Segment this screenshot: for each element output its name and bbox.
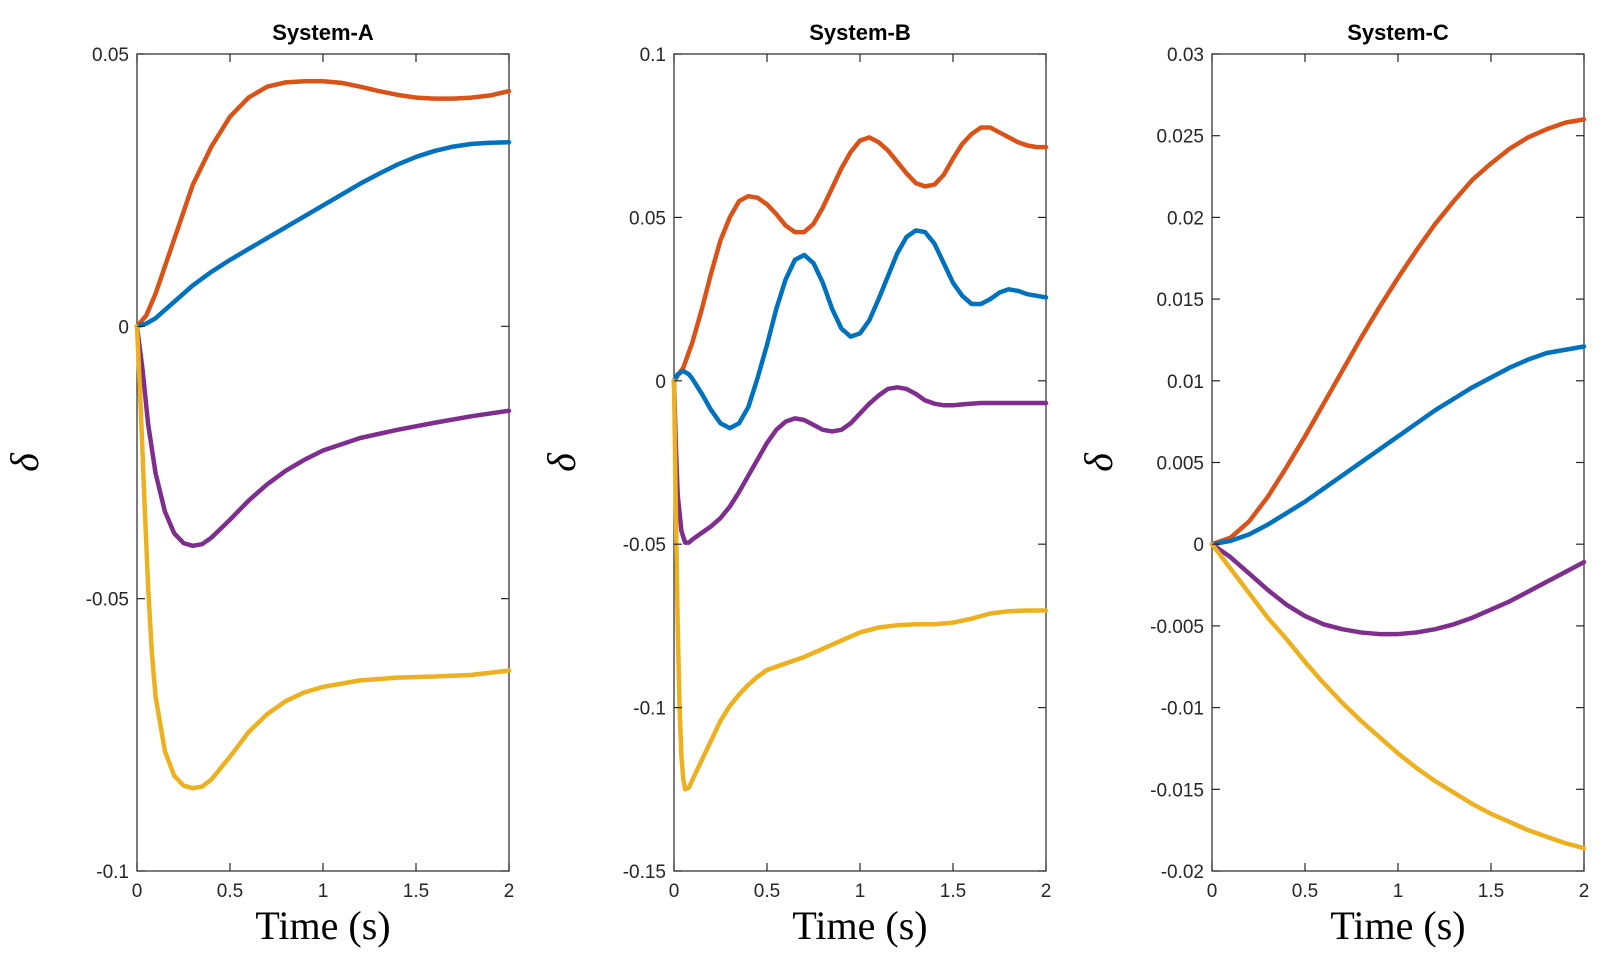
x-tick-label: 2 [1041, 881, 1052, 902]
x-tick-label: 0 [132, 881, 143, 902]
y-tick-label: 0.1 [640, 45, 666, 66]
y-tick-label: 0.015 [1156, 290, 1204, 311]
panel-title: System-C [1347, 20, 1449, 45]
y-tick-label: 0.01 [1167, 372, 1204, 393]
y-axis-label: δ [1076, 452, 1121, 472]
y-tick-label: -0.015 [1150, 780, 1204, 801]
y-tick-label: -0.1 [633, 699, 666, 720]
panel-title: System-A [272, 20, 374, 45]
series-line-yellow [134, 324, 512, 791]
x-tick-label: 0.5 [217, 881, 243, 902]
y-tick-label: 0.05 [629, 208, 666, 229]
x-axis-label: Time (s) [792, 903, 927, 948]
y-tick-label: 0.025 [1156, 127, 1204, 148]
panel-system-b: 0 0.5 1 1.5 2 -0.15 -0.1 -0.05 0 0.05 0.1 System-B T… [539, 20, 1051, 948]
series-line-purple [134, 324, 512, 549]
panel-system-c: 0 0.5 1 1.5 2 -0.02 -0.015 -0.01 -0.005 0 0.005 0.0… [1076, 20, 1589, 948]
x-tick-label: 1.5 [1478, 881, 1504, 902]
x-tick-label: 1.5 [940, 881, 966, 902]
y-axis-label: δ [2, 452, 47, 472]
y-tick-label: 0 [118, 317, 129, 338]
series-line-purple [1209, 541, 1587, 637]
series-line-orange [671, 125, 1049, 384]
x-tick-label: 1 [318, 881, 329, 902]
x-axis-label: Time (s) [1330, 903, 1465, 948]
x-tick-label: 1 [855, 881, 866, 902]
series-line-orange [134, 78, 512, 329]
y-tick-label: 0.02 [1167, 208, 1204, 229]
y-tick-label: -0.02 [1161, 862, 1204, 883]
axes-frame [1211, 53, 1585, 872]
y-tick-label: -0.05 [623, 535, 666, 556]
series-line-purple [671, 378, 1049, 545]
x-tick-label: 2 [504, 881, 515, 902]
x-tick-label: 0.5 [1292, 881, 1318, 902]
y-tick-label: -0.005 [1150, 617, 1204, 638]
y-tick-label: 0.005 [1156, 454, 1204, 475]
x-tick-label: 0.5 [754, 881, 780, 902]
series-line-blue [1209, 344, 1587, 547]
x-tick-label: 1.5 [403, 881, 429, 902]
y-tick-label: -0.05 [86, 590, 129, 611]
axes-frame [136, 53, 510, 872]
x-tick-label: 1 [1393, 881, 1404, 902]
y-tick-label: -0.01 [1161, 699, 1204, 720]
y-axis-label: δ [539, 452, 584, 472]
y-tick-label: 0 [655, 372, 666, 393]
y-tick-label: 0.03 [1167, 45, 1204, 66]
series-line-yellow [671, 378, 1049, 792]
panel-system-a: 0 0.5 1 1.5 2 -0.1 -0.05 0 0.05 System-A Time (s) δ [2, 20, 514, 948]
axes-frame [673, 53, 1047, 872]
panel-title: System-B [809, 20, 910, 45]
y-tick-label: 0.05 [92, 45, 129, 66]
x-tick-label: 2 [1579, 881, 1590, 902]
x-axis-label: Time (s) [255, 903, 390, 948]
series-line-yellow [1209, 541, 1587, 851]
series-line-blue [671, 228, 1049, 431]
x-tick-label: 0 [669, 881, 680, 902]
series-line-orange [1209, 117, 1587, 547]
y-tick-label: 0 [1193, 535, 1204, 556]
x-tick-label: 0 [1207, 881, 1218, 902]
y-tick-label: -0.15 [623, 862, 666, 883]
y-tick-label: -0.1 [96, 862, 129, 883]
series-line-blue [134, 139, 512, 329]
